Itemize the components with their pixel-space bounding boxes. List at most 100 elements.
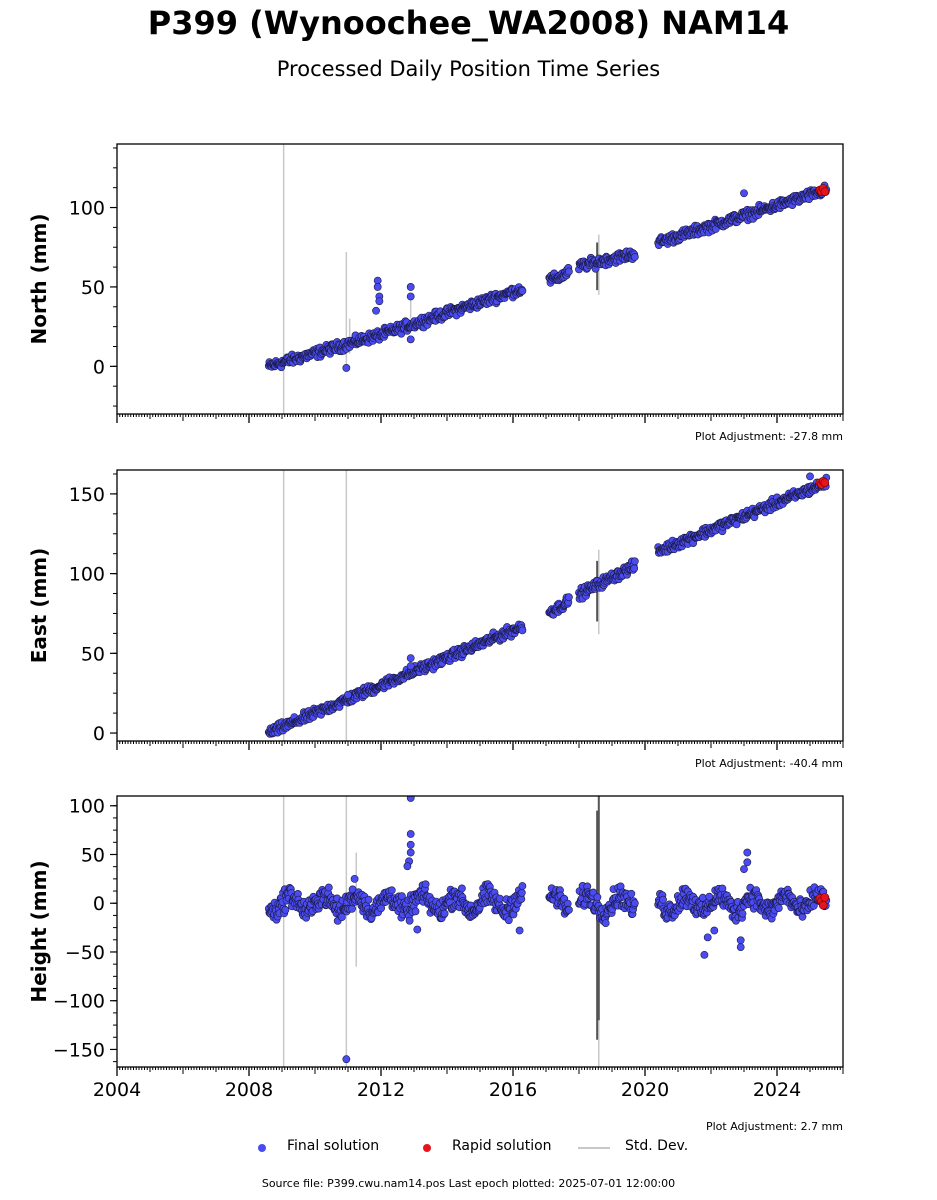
final-solution-point — [630, 564, 639, 573]
final-solution-point — [373, 283, 382, 291]
final-solution-point — [406, 840, 415, 849]
y-tick-label: 50 — [81, 277, 105, 299]
panel-frame — [116, 469, 844, 742]
final-solution-point — [710, 926, 719, 935]
final-solution-point — [518, 626, 527, 635]
chart-subtitle: Processed Daily Position Time Series — [276, 57, 661, 81]
final-solution-point — [406, 283, 415, 291]
final-solution-point — [740, 865, 748, 874]
panel-frame — [116, 143, 844, 415]
final-solution-point — [440, 909, 449, 918]
x-tick-label: 2024 — [753, 1079, 801, 1101]
y-tick-label: 100 — [69, 198, 105, 220]
final-solution-point — [364, 895, 373, 904]
final-solution-point — [495, 894, 504, 903]
final-solution-point — [740, 189, 748, 198]
panel-1: 0 50 100 North (mm) Plot Adjustment: -27.8 m… — [27, 143, 844, 443]
panel-plot-area — [264, 144, 831, 414]
final-solution-point — [518, 286, 527, 295]
plot-adjustment-label: Plot Adjustment: -40.4 mm — [695, 757, 843, 770]
final-solution-point — [406, 662, 415, 670]
final-solution-point — [565, 593, 573, 602]
legend-rapid-label: Rapid solution — [452, 1138, 552, 1154]
panel-3: −150 −100 −50 0 50 100 2004 2008 2012 2016 2020 202… — [27, 795, 844, 1133]
final-solution-point — [774, 904, 783, 912]
y-tick-label: −50 — [65, 942, 105, 964]
final-solution-point — [743, 858, 752, 867]
x-tick-label: 2012 — [357, 1079, 405, 1101]
y-axis-label: Height (mm) — [27, 860, 51, 1002]
source-file-note: Source file: P399.cwu.nam14.pos Last epo… — [261, 1177, 676, 1190]
final-solution-point — [518, 882, 527, 890]
rapid-solution-point — [820, 187, 830, 196]
y-tick-label: 100 — [69, 796, 105, 818]
final-solution-point — [350, 874, 359, 883]
final-solution-point — [700, 950, 709, 959]
panel-plot-area — [264, 470, 831, 741]
final-solution-point — [387, 886, 396, 895]
panel-2: 0 50 100 150 East (mm) Plot Adjustment: -40.4… — [27, 469, 844, 770]
x-tick-label: 2004 — [93, 1079, 141, 1101]
final-solution-point — [324, 883, 333, 892]
y-tick-label: −100 — [53, 991, 105, 1013]
rapid-solution-point — [818, 900, 828, 910]
final-solution-point — [342, 364, 351, 372]
y-tick-label: 0 — [93, 356, 105, 378]
final-solution-point — [736, 936, 745, 945]
final-solution-point — [565, 906, 573, 914]
rapid-solution-point — [820, 478, 830, 488]
y-tick-label: 50 — [81, 643, 105, 665]
final-solution-point — [406, 654, 415, 663]
legend-std-label: Std. Dev. — [625, 1138, 689, 1154]
x-tick-label: 2016 — [489, 1079, 537, 1101]
final-solution-point — [413, 925, 422, 934]
panel-plot-area — [264, 796, 831, 1067]
final-solution-point — [344, 690, 352, 699]
final-solution-point — [630, 899, 639, 908]
x-tick-label: 2008 — [225, 1079, 273, 1101]
final-solution-point — [705, 892, 714, 901]
final-solution-point — [627, 889, 636, 898]
y-tick-label: −150 — [53, 1039, 105, 1061]
final-solution-point — [405, 916, 414, 925]
x-tick-label: 2020 — [621, 1079, 669, 1101]
rapid-solution-point — [820, 893, 830, 902]
plot-adjustment-label: Plot Adjustment: -27.8 mm — [695, 430, 843, 443]
chart-title: P399 (Wynoochee_WA2008) NAM14 — [147, 4, 790, 42]
final-solution-point — [406, 335, 415, 344]
final-solution-point — [342, 1055, 351, 1064]
final-solution-point — [337, 913, 346, 921]
final-solution-point — [348, 904, 356, 913]
y-tick-label: 0 — [93, 893, 105, 915]
final-solution-point — [703, 933, 712, 942]
final-solution-point — [403, 862, 412, 871]
final-solution-point — [515, 926, 524, 935]
final-solution-point — [743, 848, 752, 857]
panel-frame — [116, 795, 844, 1068]
final-solution-point — [593, 893, 602, 902]
final-solution-point — [406, 830, 415, 838]
y-axis-label: East (mm) — [27, 548, 51, 664]
final-solution-point — [406, 848, 415, 857]
final-solution-point — [504, 916, 513, 925]
final-solution-point — [406, 292, 415, 301]
final-solution-point — [375, 297, 384, 306]
final-solution-point — [659, 895, 667, 904]
y-axis-label: North (mm) — [27, 213, 51, 344]
final-solution-point — [738, 909, 747, 918]
final-solution-point — [630, 557, 639, 566]
legend-final-marker — [258, 1144, 266, 1152]
final-solution-point — [517, 888, 526, 897]
final-solution-point — [411, 907, 420, 916]
legend-rapid-marker — [423, 1144, 431, 1152]
final-solution-point — [806, 472, 814, 481]
final-solution-point — [630, 252, 639, 261]
final-solution-point — [406, 796, 415, 802]
final-solution-point — [421, 880, 430, 889]
final-solution-point — [601, 919, 610, 927]
final-solution-point — [281, 906, 290, 914]
y-tick-label: 100 — [69, 564, 105, 586]
plot-adjustment-label: Plot Adjustment: 2.7 mm — [706, 1120, 843, 1133]
final-solution-point — [565, 267, 573, 276]
